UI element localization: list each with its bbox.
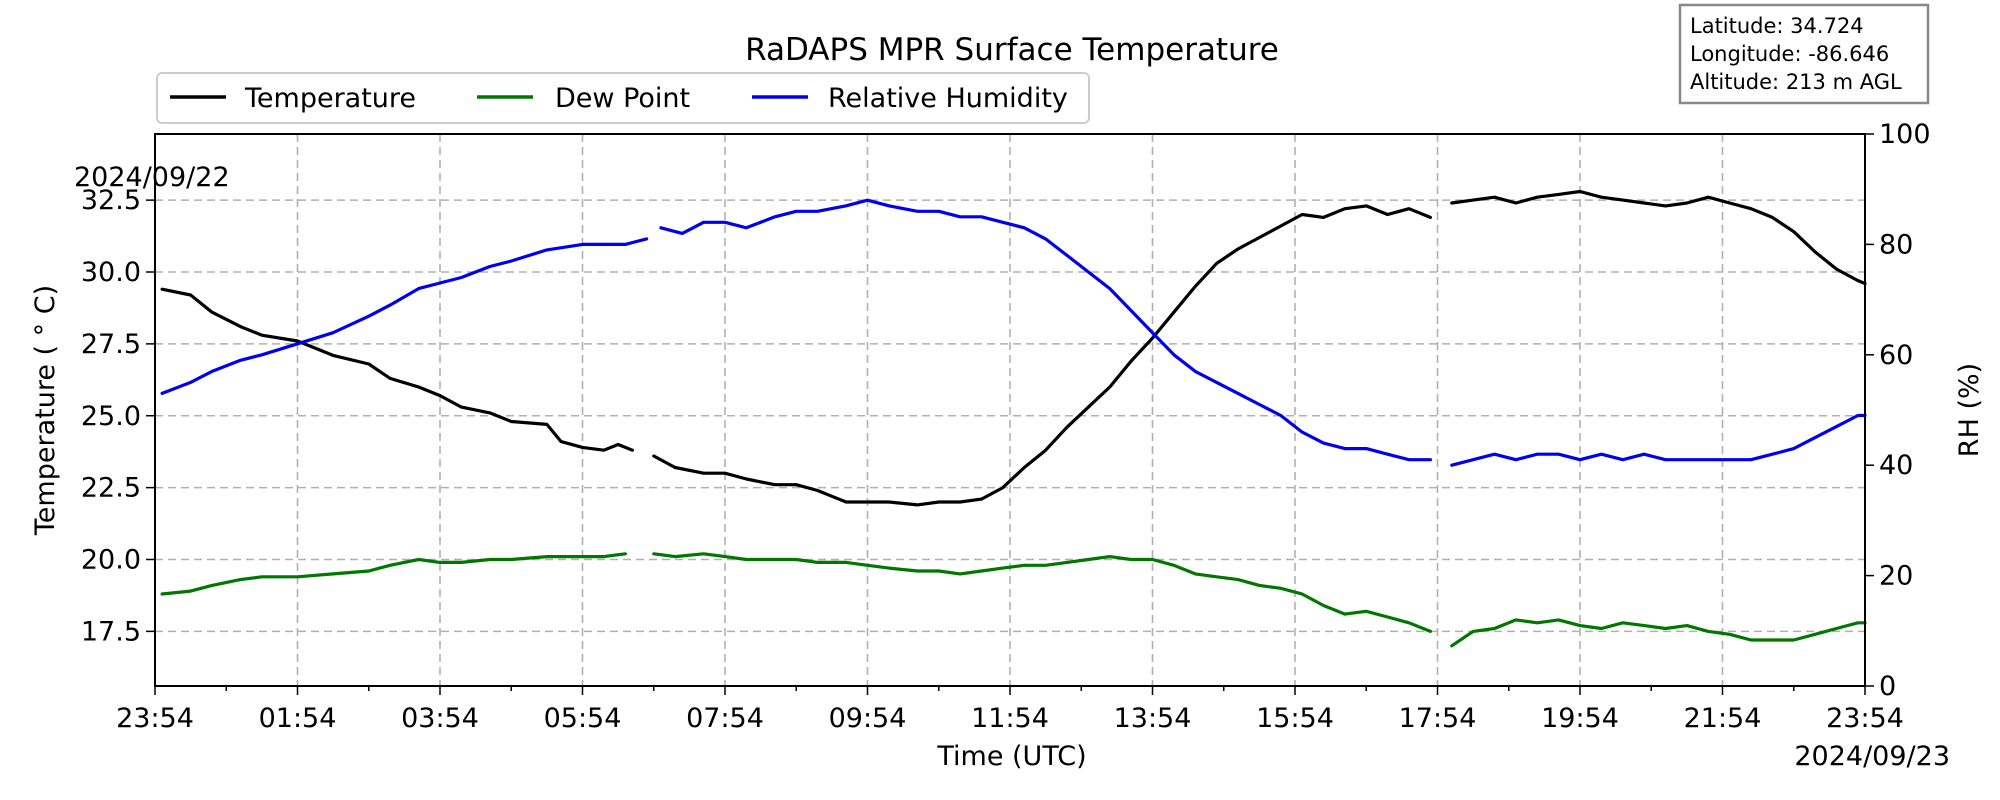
series-line-relative-humidity bbox=[1450, 413, 1867, 467]
y-axis-left-label: Temperature ( ° C) bbox=[30, 285, 61, 536]
legend: Temperature Dew Point Relative Humidity bbox=[156, 72, 1090, 124]
x-tick-label: 05:54 bbox=[544, 703, 622, 734]
x-tick-label: 17:54 bbox=[1399, 703, 1477, 734]
series-line-relative-humidity bbox=[160, 237, 649, 395]
x-tick-label: 03:54 bbox=[401, 703, 479, 734]
chart-title: RaDAPS MPR Surface Temperature bbox=[745, 32, 1279, 68]
y-right-tick-label: 80 bbox=[1879, 229, 1913, 260]
grid bbox=[155, 134, 1865, 686]
series-line-dew-point bbox=[160, 552, 627, 596]
series-line-relative-humidity bbox=[659, 198, 1433, 462]
x-axis: 23:54 01:54 03:54 05:54 07:54 09:54 11:54 13:54… bbox=[116, 686, 1904, 734]
series-line-temperature bbox=[160, 287, 635, 452]
series-line-temperature bbox=[652, 204, 1433, 507]
x-axis-label: Time (UTC) bbox=[936, 741, 1086, 772]
y-right-tick-label: 0 bbox=[1879, 671, 1896, 702]
location-info-box: Latitude: 34.724 Longitude: -86.646 Alti… bbox=[1678, 3, 1930, 105]
y-axis-left: 17.5 20.0 22.5 25.0 27.5 30.0 32.5 bbox=[81, 185, 155, 647]
y-axis-right-label: RH (%) bbox=[1954, 363, 1985, 457]
legend-label-dew-point: Dew Point bbox=[555, 83, 690, 114]
y-right-tick-label: 20 bbox=[1879, 561, 1913, 592]
y-left-tick-label: 30.0 bbox=[81, 257, 141, 288]
x-tick-label: 11:54 bbox=[971, 703, 1049, 734]
info-longitude: Longitude: -86.646 bbox=[1690, 42, 1889, 66]
x-start-date-label: 2024/09/22 bbox=[74, 162, 230, 193]
y-left-tick-label: 20.0 bbox=[81, 545, 141, 576]
x-tick-label: 23:54 bbox=[1826, 703, 1904, 734]
x-tick-label: 07:54 bbox=[686, 703, 764, 734]
y-left-tick-label: 32.5 bbox=[81, 185, 141, 216]
info-box-frame bbox=[1678, 3, 1930, 105]
legend-box bbox=[156, 72, 1090, 124]
series-line-temperature bbox=[1450, 189, 1867, 286]
legend-label-relative-humidity: Relative Humidity bbox=[828, 83, 1068, 114]
x-tick-label: 21:54 bbox=[1684, 703, 1762, 734]
y-left-tick-label: 22.5 bbox=[81, 473, 141, 504]
x-tick-label: 23:54 bbox=[116, 703, 194, 734]
y-right-tick-label: 60 bbox=[1879, 340, 1913, 371]
y-right-tick-label: 100 bbox=[1879, 119, 1931, 150]
y-left-tick-label: 17.5 bbox=[81, 616, 141, 647]
legend-label-temperature: Temperature bbox=[244, 83, 416, 114]
y-axis-right: 0 20 40 60 80 100 bbox=[1865, 119, 1931, 702]
series-line-dew-point bbox=[652, 552, 1433, 634]
y-left-tick-label: 25.0 bbox=[81, 401, 141, 432]
info-latitude: Latitude: 34.724 bbox=[1690, 14, 1864, 38]
x-tick-label: 01:54 bbox=[259, 703, 337, 734]
y-right-tick-label: 40 bbox=[1879, 450, 1913, 481]
x-tick-label: 13:54 bbox=[1114, 703, 1192, 734]
series-line-dew-point bbox=[1450, 618, 1867, 648]
x-end-date-label: 2024/09/23 bbox=[1794, 741, 1950, 772]
info-altitude: Altitude: 213 m AGL bbox=[1690, 70, 1902, 94]
y-left-tick-label: 27.5 bbox=[81, 329, 141, 360]
series-layer bbox=[160, 189, 1867, 648]
x-tick-label: 15:54 bbox=[1256, 703, 1334, 734]
x-tick-label: 19:54 bbox=[1541, 703, 1619, 734]
x-tick-label: 09:54 bbox=[829, 703, 907, 734]
